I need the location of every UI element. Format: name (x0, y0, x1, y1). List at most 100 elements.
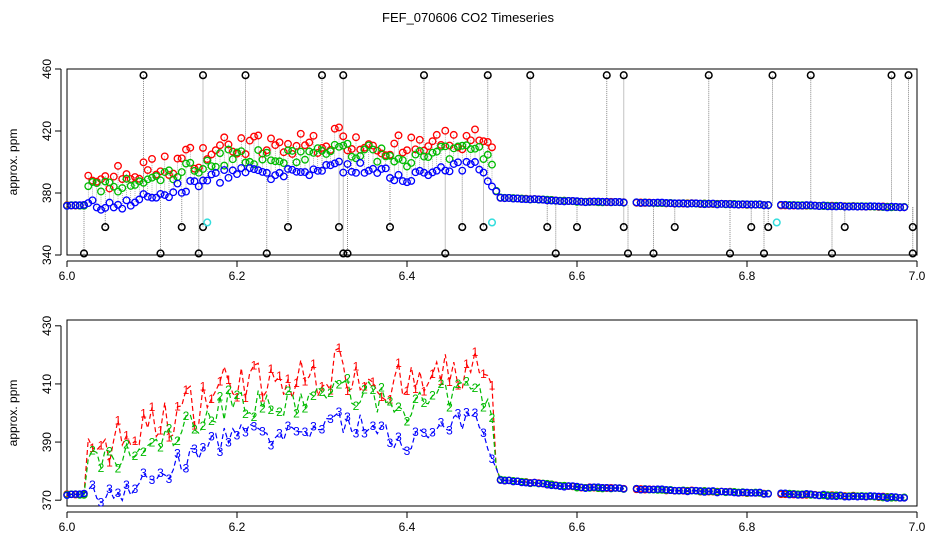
series-3-point (220, 166, 229, 175)
flagged-point (101, 223, 110, 232)
series-3-point (722, 488, 730, 496)
series-1-point (305, 138, 314, 147)
series-3-label: 3 (472, 406, 479, 420)
series-3-point (870, 492, 879, 500)
flagged-point (156, 249, 165, 258)
series-2-label: 2 (344, 372, 351, 386)
series-2-label: 2 (200, 419, 207, 433)
series-3-point (488, 182, 496, 191)
series-2-point (343, 139, 352, 148)
series-1-point (118, 175, 127, 183)
series-1-label: 1 (361, 379, 368, 393)
bottom-plot-frame (66, 319, 918, 507)
series-1-label: 1 (489, 378, 496, 392)
series-2-point (449, 144, 458, 153)
series-3-point (428, 168, 437, 177)
series-3-point (590, 483, 598, 491)
series-3-point (377, 165, 386, 173)
series-1-point (462, 131, 471, 140)
y-tick-label: 340 (40, 245, 54, 265)
series-3-point (594, 197, 603, 206)
series-3-point (80, 200, 88, 209)
series-3-point (534, 195, 543, 204)
series-2-label: 2 (259, 401, 266, 415)
series-2-label: 2 (310, 389, 317, 403)
flagged-point (339, 71, 348, 80)
x-tick-label: 7.0 (909, 520, 926, 534)
series-3-point (683, 487, 692, 496)
series-3-point (649, 485, 658, 494)
series-2-point (458, 141, 467, 150)
series-3-point (721, 200, 730, 208)
series-1-label: 1 (200, 380, 207, 394)
flagged-point (840, 223, 849, 232)
series-3-point (590, 197, 598, 206)
series-2-point (250, 160, 258, 169)
series-3-label: 3 (421, 426, 428, 440)
series-3-point (815, 202, 824, 210)
series-2-label: 2 (106, 444, 113, 458)
flagged-point (759, 249, 769, 258)
series-1-point (428, 137, 437, 146)
series-3-point (654, 485, 662, 493)
series-2-point (292, 158, 301, 167)
y-tick-label: 370 (40, 490, 54, 510)
series-2-point (424, 153, 433, 161)
flagged-point (139, 71, 148, 80)
series-3-point (832, 202, 841, 211)
series-3-point (645, 198, 654, 207)
x-tick-label: 6.6 (569, 269, 586, 283)
flagged-point (827, 249, 837, 258)
series-3-label: 3 (336, 405, 343, 419)
series-3-point (173, 179, 182, 188)
series-3-point (696, 487, 705, 495)
flagged-point (623, 249, 633, 258)
series-2-point (394, 154, 403, 163)
series-3-point (862, 202, 870, 211)
series-3-point (713, 488, 722, 497)
series-2-point (199, 165, 207, 173)
series-1-point (296, 129, 305, 138)
series-2-label: 2 (89, 443, 96, 457)
series-2-point (462, 141, 471, 150)
series-2-point (420, 152, 428, 161)
series-3-point (322, 160, 331, 169)
flagged-point (479, 223, 488, 232)
series-3-point (288, 165, 297, 174)
series-2-point (428, 148, 437, 157)
series-3-line (636, 488, 769, 495)
series-3-point (841, 492, 849, 501)
series-3-point (815, 491, 824, 500)
series-3-label: 3 (132, 482, 139, 496)
series-3-label: 3 (191, 442, 198, 456)
series-3-label: 3 (183, 462, 190, 476)
series-2-point (479, 155, 488, 164)
series-1-point (84, 171, 93, 180)
series-3-point (292, 167, 301, 176)
series-2-point (398, 156, 407, 165)
series-2-label: 2 (166, 422, 173, 436)
flagged-point (725, 249, 735, 258)
series-3-point (373, 169, 382, 177)
series-2-point (101, 177, 110, 186)
series-2-point (296, 147, 305, 156)
series-3-point (262, 168, 271, 177)
series-3-point (573, 197, 581, 206)
series-2-label: 2 (115, 462, 122, 476)
series-3-point (619, 198, 628, 207)
series-1-label: 1 (472, 345, 479, 359)
flagged-point (458, 223, 467, 232)
series-1-label: 1 (344, 384, 351, 398)
series-2-label: 2 (421, 396, 428, 410)
series-3-point (824, 492, 832, 500)
series-3-point (637, 485, 645, 494)
series-3-point (696, 199, 705, 208)
series-2-point (237, 147, 246, 156)
series-2-label: 2 (489, 411, 496, 425)
series-3-point (849, 202, 858, 211)
series-3-point (135, 195, 144, 204)
series-3-point (807, 490, 815, 498)
series-3-point (645, 485, 654, 494)
flagged-point (768, 71, 777, 80)
series-3-point (666, 486, 675, 495)
